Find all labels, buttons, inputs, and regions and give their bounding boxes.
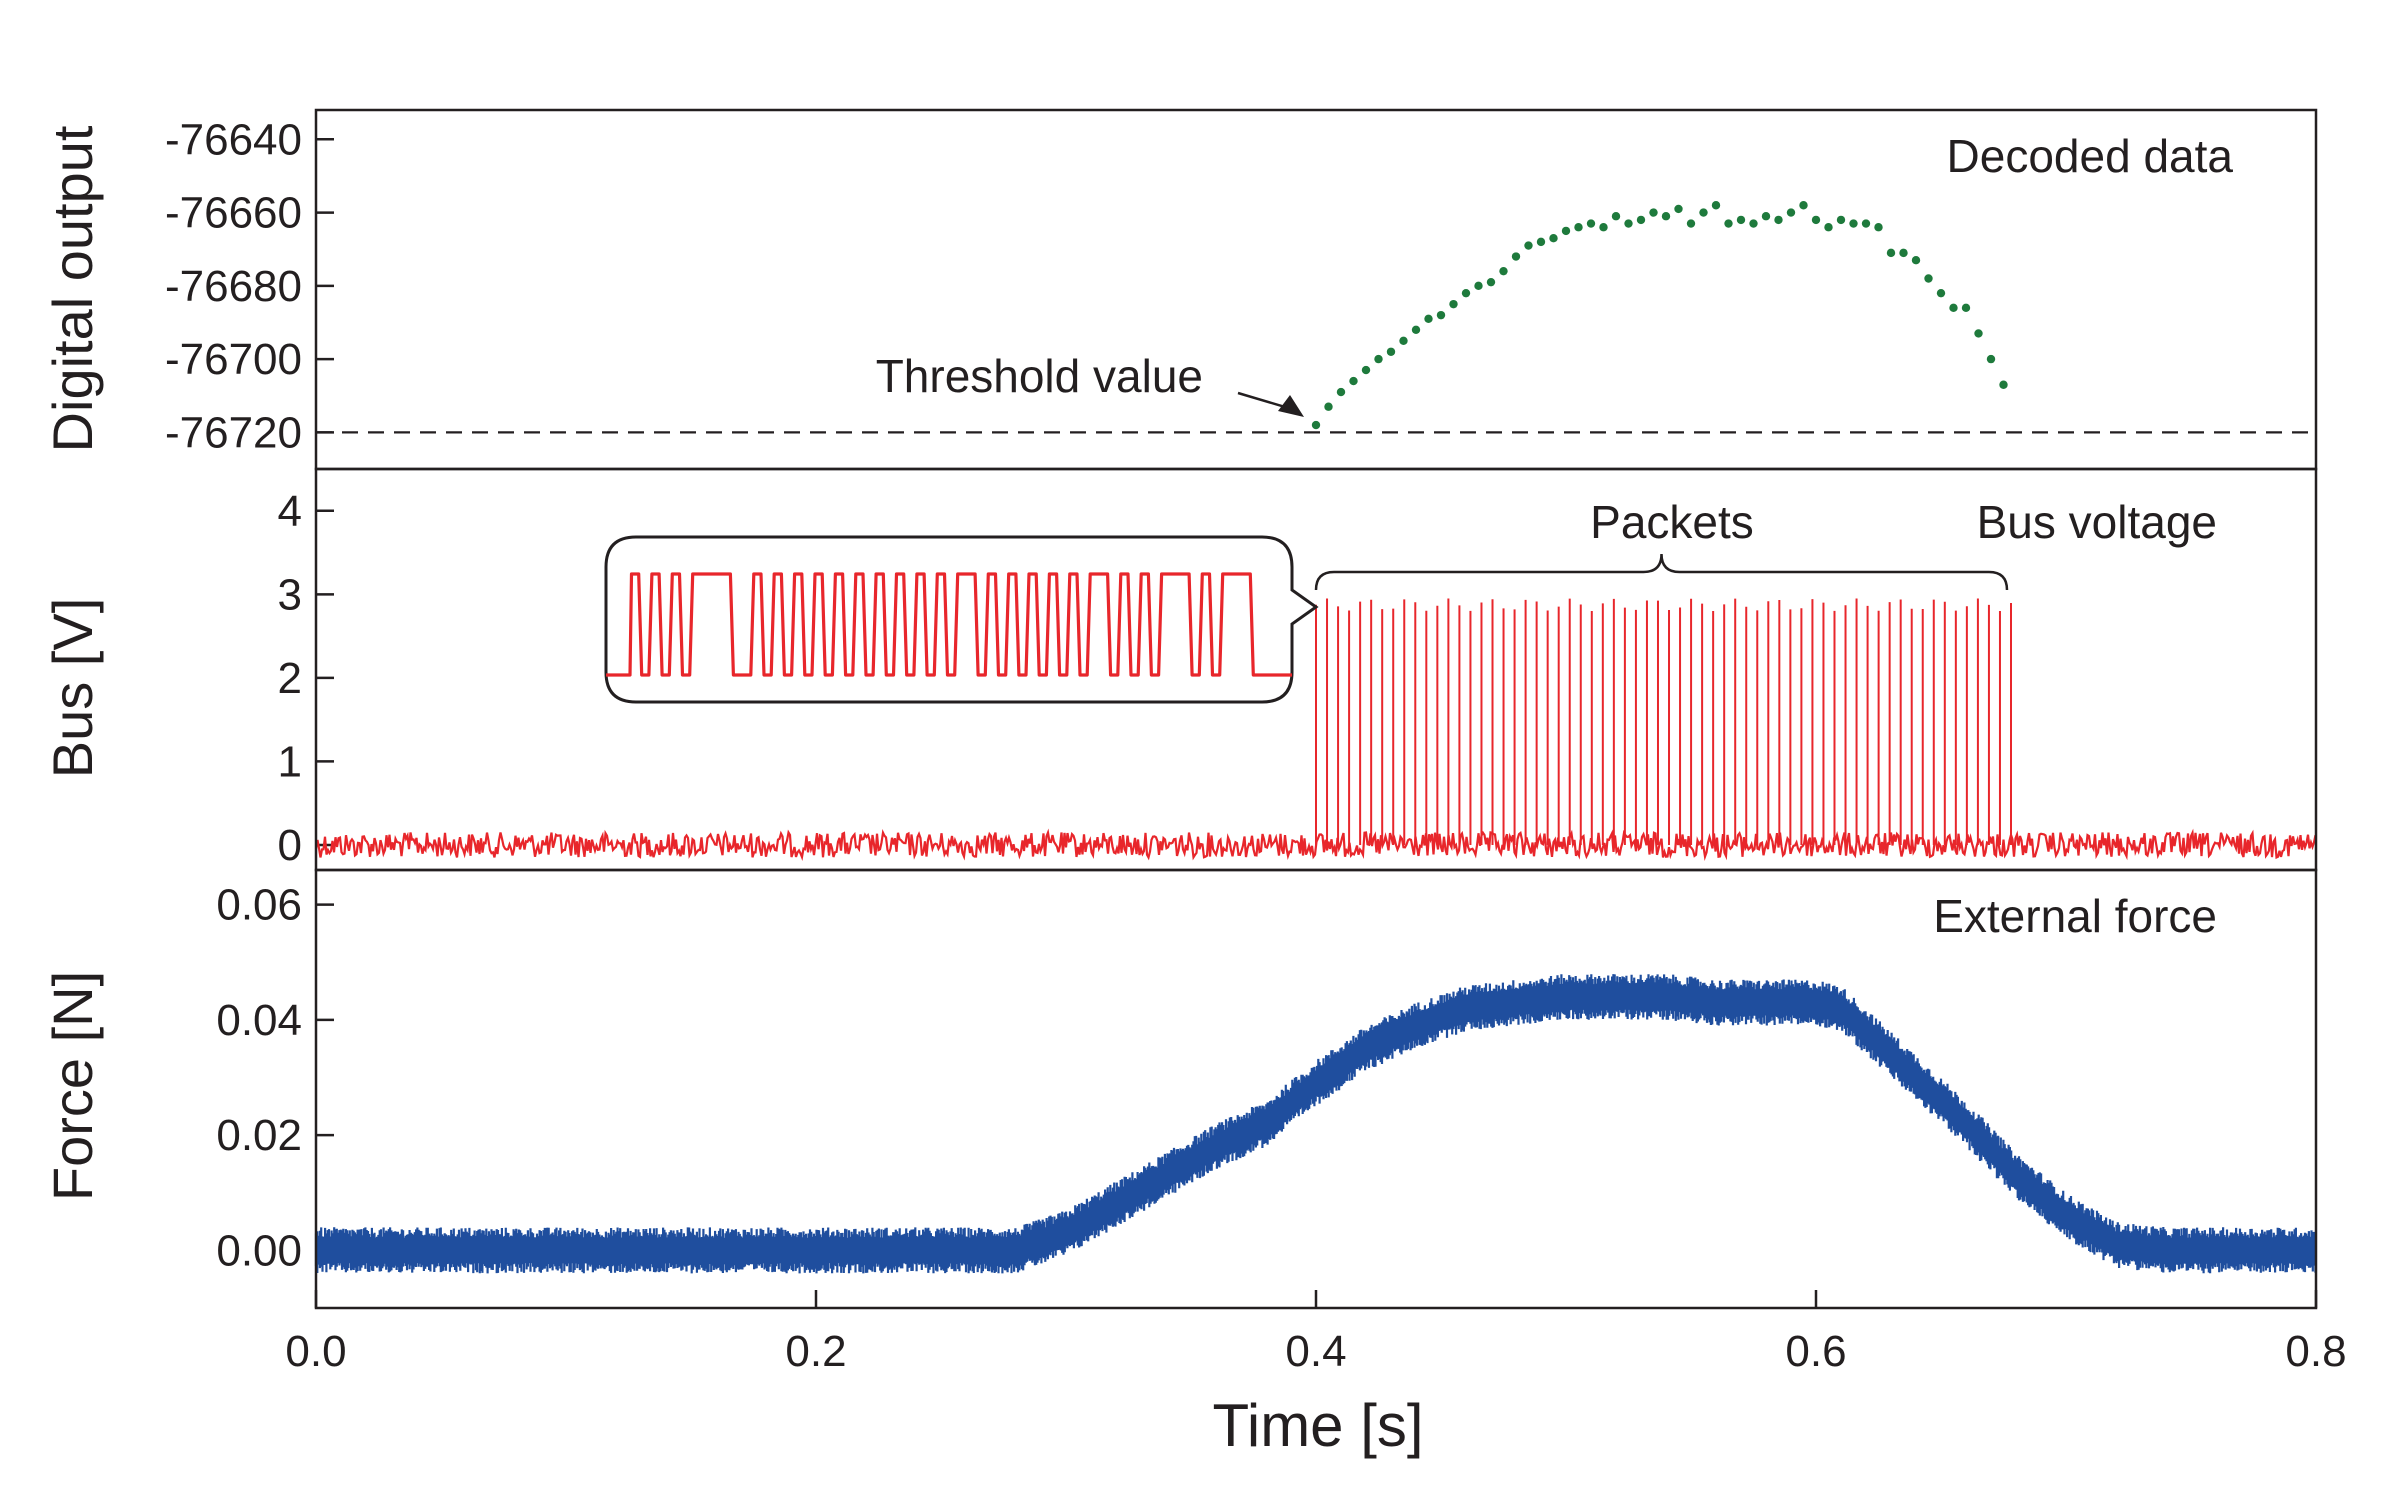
decoded-point [1536,237,1546,247]
external-force-label: External force [1933,890,2217,942]
decoded-point [1736,215,1746,225]
decoded-point [1361,365,1371,375]
packets-bracket [1314,553,2009,591]
y-tick-label: 0.00 [216,1226,302,1275]
decoded-point [1324,402,1333,411]
y-tick-label: -76680 [165,262,302,311]
y-tick-label: 4 [278,487,302,536]
decoded-point [1824,223,1833,232]
decoded-point [1486,277,1496,287]
decoded-point [1586,219,1596,228]
decoded-point [1511,252,1521,261]
decoded-point [1774,215,1783,225]
decoded-point [1611,212,1621,221]
decoded-point [1811,215,1821,225]
y-tick-label: 1 [278,737,302,786]
y-axis-label-top: Digital output [41,125,104,452]
y-tick-label: 0.06 [216,881,302,930]
decoded-point [1761,212,1771,221]
decoded-point [1886,248,1896,258]
y-tick-label: 0 [278,821,302,870]
decoded-point [1711,201,1721,210]
decoded-data-panel: -76640 -76660 -76680 -76700 -76720 [165,108,2318,471]
y-tick-label: -76700 [165,335,302,384]
decoded-point [1311,420,1321,430]
decoded-point [1524,241,1533,250]
y-tick-label: 3 [278,570,302,619]
y-tick-label: -76720 [165,408,302,457]
decoded-point [1861,219,1871,228]
bus-voltage-label: Bus voltage [1977,496,2217,548]
decoded-point [1749,219,1758,228]
decoded-point [1986,354,1996,364]
decoded-point [1699,208,1708,217]
decoded-point [1349,376,1358,386]
decoded-point [1961,303,1971,313]
decoded-point [1499,266,1508,276]
y-tick-label: 0.02 [216,1111,302,1160]
decoded-point [1449,299,1458,309]
decoded-point [1999,380,2008,389]
decoded-point [1674,204,1683,214]
panel-frame [314,868,2318,1310]
x-axis-label: Time [s] [1212,1392,1423,1459]
x-tick-label: 0.4 [1285,1327,1346,1376]
y-tick-label: -76640 [165,115,302,164]
x-tick-label: 0.0 [285,1327,346,1376]
decoded-point [1411,325,1421,334]
decoded-point [1661,212,1671,221]
decoded-point [1474,281,1483,291]
y-tick-label: -76660 [165,189,302,238]
y-tick-label: 2 [278,654,302,703]
decoded-point [1949,303,1958,313]
decoded-point [1786,208,1796,217]
decoded-point [1436,310,1446,320]
y-tick-label: 0.04 [216,996,302,1045]
decoded-point [1724,219,1733,228]
decoded-point [1974,329,1983,338]
decoded-point [1899,248,1908,258]
decoded-point [1936,288,1946,298]
decoded-point [1424,314,1433,324]
threshold-arrowhead [1278,395,1304,418]
decoded-point [1649,208,1658,217]
threshold-value-label: Threshold value [876,350,1203,402]
x-tick-label: 0.2 [785,1327,846,1376]
decoded-point [1836,215,1846,225]
decoded-point [1849,219,1858,228]
decoded-point [1549,234,1558,243]
x-tick-label: 0.8 [2285,1327,2346,1376]
decoded-point [1336,387,1346,397]
external-force-trace [314,974,2317,1274]
decoded-point [1911,255,1921,265]
decoded-point [1624,219,1633,228]
decoded-point [1574,223,1583,232]
decoded-point [1874,223,1883,232]
decoded-point [1599,223,1608,232]
external-force-panel: 0.00 0.02 0.04 0.06 0.0 0.2 0.4 0.6 0.8 [216,868,2347,1376]
decoded-point [1461,288,1471,298]
decoded-point [1374,354,1383,364]
decoded-point [1799,201,1808,210]
decoded-point [1636,215,1646,225]
y-axis-label-middle: Bus [V] [41,598,104,779]
bus-voltage-trace [314,828,2317,861]
decoded-point [1686,219,1696,228]
decoded-point [1924,274,1933,283]
packets-label: Packets [1590,496,1754,548]
inset-waveform [606,572,1292,677]
decoded-point [1386,347,1396,356]
bus-voltage-panel: 0 1 2 3 4 [278,467,2318,872]
decoded-point [1399,336,1408,345]
decoded-data-label: Decoded data [1947,130,2234,182]
y-axis-label-bottom: Force [N] [41,971,104,1201]
decoded-point [1561,226,1571,236]
x-tick-label: 0.6 [1785,1327,1846,1376]
